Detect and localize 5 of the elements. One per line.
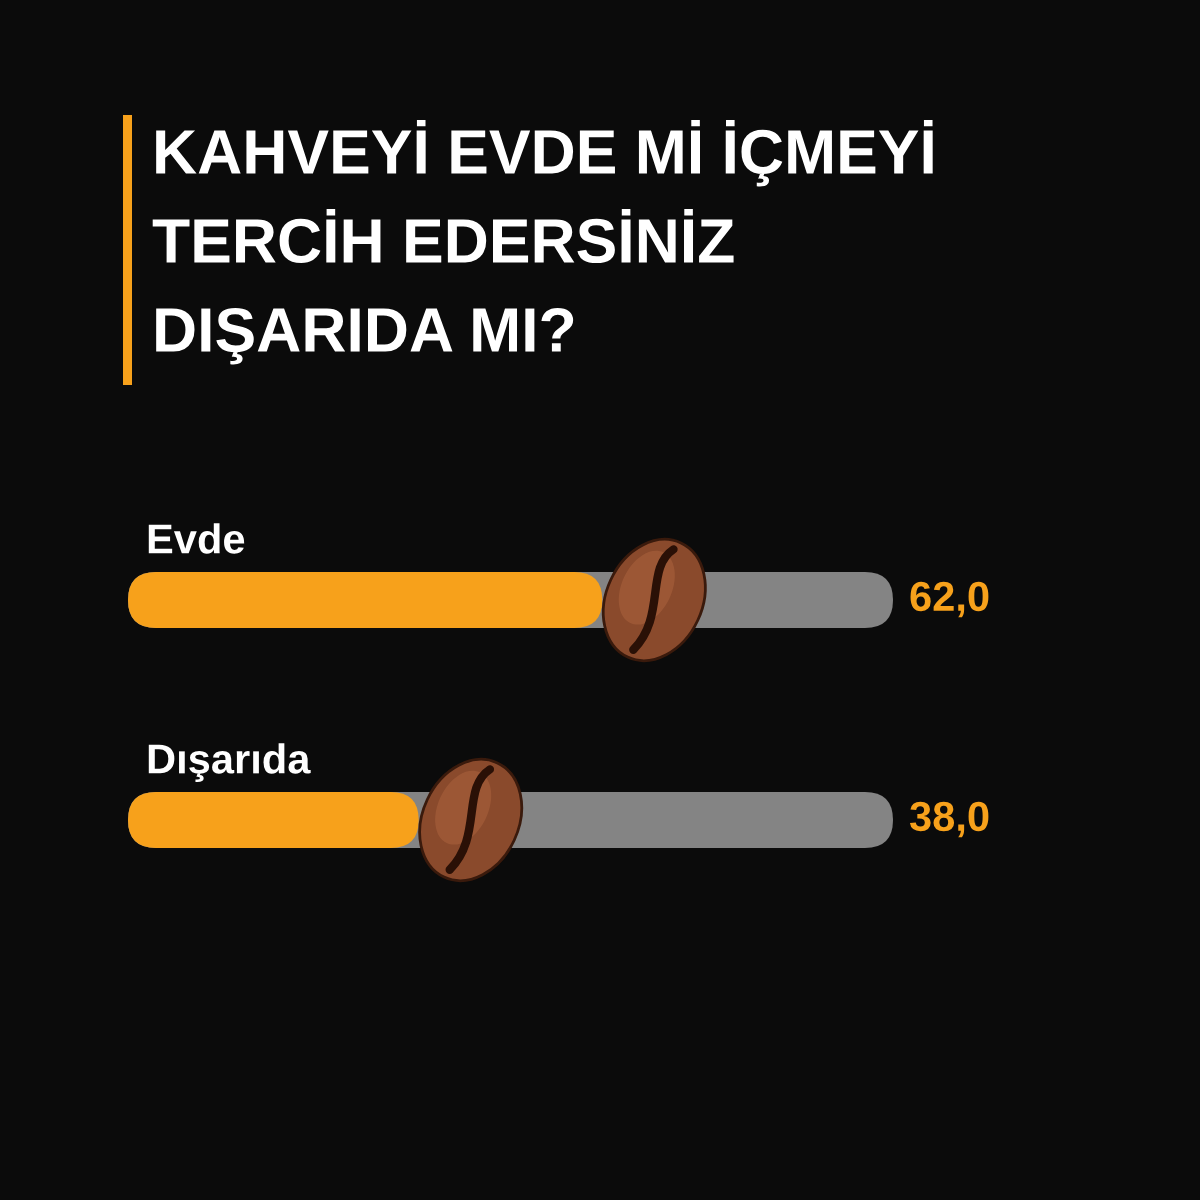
chart-title: KAHVEYİ EVDE Mİ İÇMEYİ TERCİH EDERSİNİZ DIŞARIDA MI? xyxy=(152,120,933,365)
data-label: 62,0 xyxy=(910,581,989,618)
y-tick-label: Evde xyxy=(148,523,245,554)
y-tick-label: Dışarıda xyxy=(148,743,311,782)
data-label: 38,0 xyxy=(909,801,989,838)
